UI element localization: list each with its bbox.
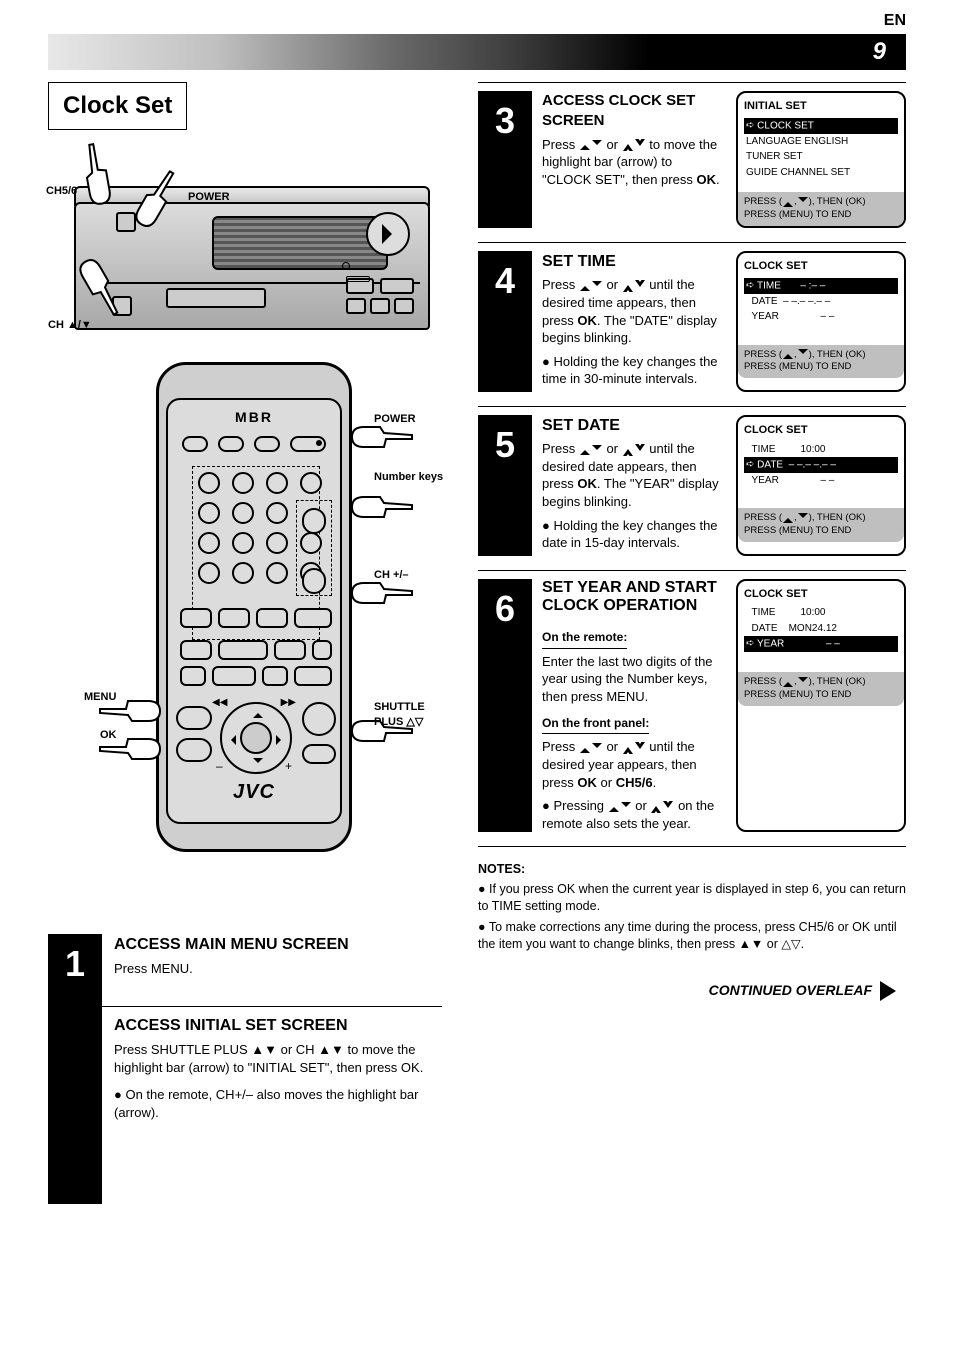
callout-ok: OK <box>100 728 117 743</box>
page-number: 9 <box>873 36 886 68</box>
note-item: If you press OK when the current year is… <box>478 881 906 915</box>
notes-title: NOTES: <box>478 861 906 878</box>
lcd-screen: CLOCK SET TIME 10:00 DATE MON24.12 ➪ YEA… <box>736 579 906 833</box>
dpad <box>220 702 292 774</box>
callout-remote-power: POWER <box>374 412 416 427</box>
callout-ch56: CH5/6 <box>46 184 77 199</box>
step-text: Press or until the desired year appears,… <box>542 738 724 791</box>
step-heading: SET YEAR AND START CLOCK OPERATION <box>542 579 724 616</box>
step-number: 5 <box>478 415 532 556</box>
step-number: 6 <box>478 579 532 833</box>
lcd-title: CLOCK SET <box>744 259 898 274</box>
step-heading: SET DATE <box>542 415 724 437</box>
step-heading: ACCESS INITIAL SET SCREEN <box>114 1015 442 1037</box>
step-subhead: On the front panel: <box>542 715 649 734</box>
step-text: Press MENU. <box>114 960 442 978</box>
step-text: Press or until the desired time appears,… <box>542 276 724 387</box>
callout-ch-updn: CH ▲/▼ <box>48 318 92 333</box>
page-header: 9 <box>48 34 906 70</box>
step-text: Press SHUTTLE PLUS ▲▼ or CH ▲▼ to move t… <box>114 1041 442 1076</box>
step-number: 3 <box>478 91 532 228</box>
vcr-illustration: CH5/6 POWER CH ▲/▼ <box>48 142 442 342</box>
callout-menu: MENU <box>84 690 116 705</box>
arrow-icon <box>880 981 906 1001</box>
section-title: Clock Set <box>48 82 187 130</box>
callout-shuttle: SHUTTLE PLUS △▽ <box>374 700 444 730</box>
step-text: ● Pressing or on the remote also sets th… <box>542 797 724 832</box>
step-text: Press or until the desired date appears,… <box>542 440 724 551</box>
lcd-title: CLOCK SET <box>744 587 898 602</box>
remote-logo: JVC <box>168 779 340 806</box>
header-en: EN <box>884 10 906 32</box>
step-subhead: On the remote: <box>542 629 627 648</box>
lcd-screen: CLOCK SET ➪ TIME – :– – DATE – –.– –.– –… <box>736 251 906 392</box>
hand-icon <box>344 486 414 528</box>
step-heading: ACCESS CLOCK SET SCREEN <box>542 91 724 132</box>
lcd-screen: INITIAL SET ➪ CLOCK SET LANGUAGE ENGLISH… <box>736 91 906 228</box>
note-item: To make corrections any time during the … <box>478 919 906 953</box>
step-heading: ACCESS MAIN MENU SCREEN <box>114 934 442 956</box>
step-text: Press or to move the highlight bar (arro… <box>542 136 724 189</box>
callout-number-keys: Number keys <box>374 470 444 485</box>
lcd-screen: CLOCK SET TIME 10:00 ➪ DATE – –.– –.– – … <box>736 415 906 556</box>
remote-illustration: MBR <box>48 362 442 902</box>
lcd-title: CLOCK SET <box>744 423 898 438</box>
callout-ch-pm: CH +/– <box>374 568 409 583</box>
callout-power: POWER <box>188 190 230 205</box>
remote-brand: MBR <box>168 408 340 427</box>
step-number: 4 <box>478 251 532 392</box>
continued-overleaf: CONTINUED OVERLEAF <box>478 981 906 1001</box>
notes: NOTES: If you press OK when the current … <box>478 861 906 952</box>
step-text: ● On the remote, CH+/– also moves the hi… <box>114 1086 442 1121</box>
step-heading: SET TIME <box>542 251 724 273</box>
lcd-title: INITIAL SET <box>744 99 898 114</box>
step-text: Enter the last two digits of the year us… <box>542 653 724 706</box>
